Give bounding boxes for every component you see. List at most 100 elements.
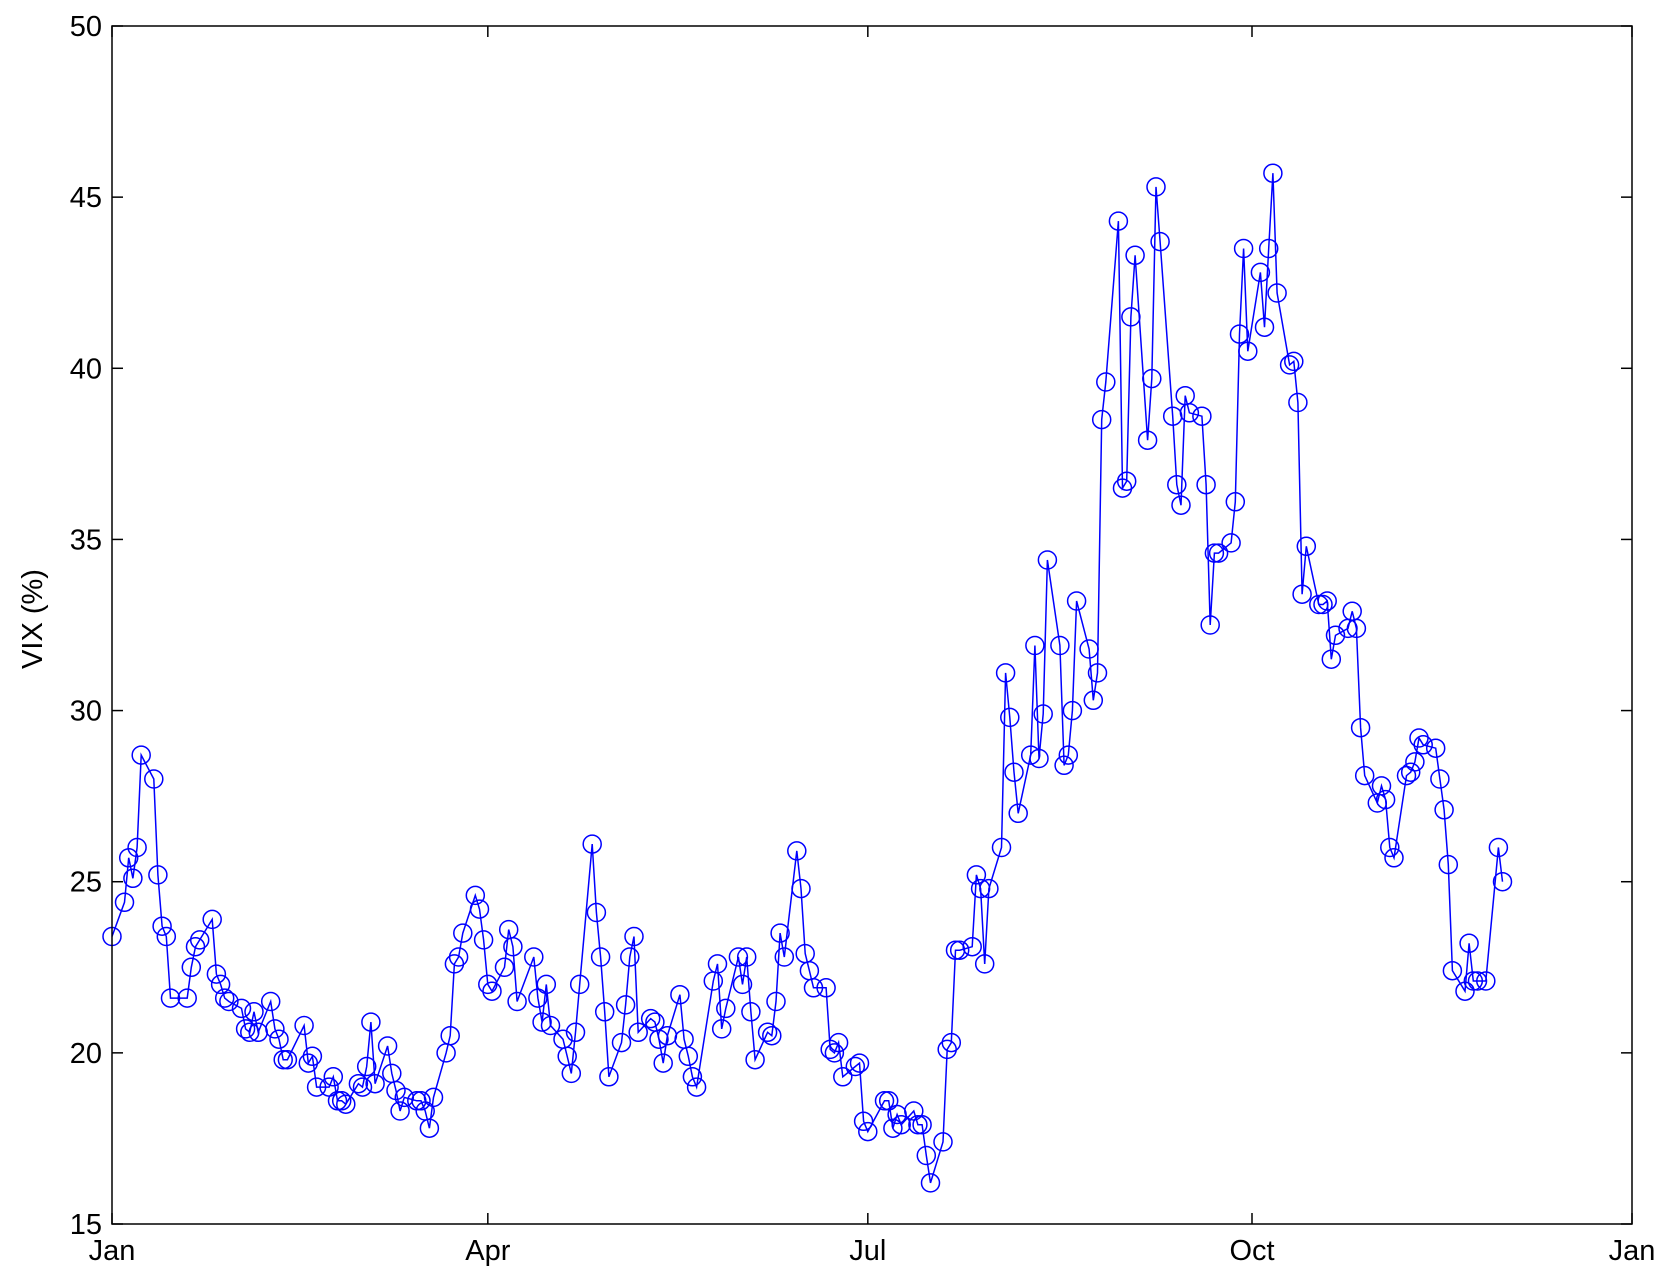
data-point bbox=[1025, 635, 1045, 656]
data-point bbox=[1492, 871, 1513, 892]
data-point bbox=[1221, 533, 1241, 553]
data-point bbox=[891, 1114, 911, 1135]
series-line bbox=[111, 173, 1504, 1184]
data-point bbox=[294, 1015, 314, 1036]
x-tick-label: Jul bbox=[849, 1235, 886, 1267]
data-point bbox=[762, 1025, 782, 1046]
data-point bbox=[411, 1091, 431, 1111]
data-point bbox=[582, 834, 602, 854]
data-point bbox=[540, 1015, 561, 1036]
data-point bbox=[260, 991, 281, 1012]
data-point bbox=[615, 995, 636, 1015]
data-point bbox=[599, 1067, 619, 1087]
data-point bbox=[1137, 430, 1158, 450]
data-point bbox=[1121, 307, 1141, 327]
data-point bbox=[419, 1118, 440, 1138]
data-point bbox=[536, 974, 557, 995]
data-point bbox=[240, 1022, 260, 1043]
data-point bbox=[1434, 800, 1454, 820]
data-point bbox=[210, 974, 231, 995]
plot-area-frame bbox=[111, 25, 1633, 1225]
data-point bbox=[524, 947, 544, 967]
data-point bbox=[365, 1073, 385, 1094]
data-point bbox=[1196, 474, 1216, 495]
data-point bbox=[1354, 765, 1375, 786]
data-point bbox=[1405, 752, 1425, 772]
data-point bbox=[1309, 594, 1329, 615]
data-point bbox=[791, 878, 811, 899]
data-point bbox=[711, 1019, 732, 1039]
data-point bbox=[1037, 550, 1058, 570]
data-point bbox=[1116, 471, 1137, 491]
data-point bbox=[1062, 700, 1083, 721]
data-point bbox=[628, 1022, 648, 1043]
data-point bbox=[148, 865, 168, 885]
data-point bbox=[177, 988, 197, 1008]
data-point bbox=[670, 984, 690, 1005]
y-axis-label: VIX (%) bbox=[17, 569, 49, 669]
data-point bbox=[991, 837, 1012, 858]
data-point bbox=[327, 1091, 348, 1111]
data-point bbox=[874, 1091, 895, 1111]
data-point bbox=[561, 1063, 582, 1084]
data-point bbox=[707, 954, 728, 974]
data-point bbox=[565, 1022, 586, 1043]
data-point bbox=[1033, 704, 1053, 724]
data-point bbox=[1054, 755, 1074, 776]
data-point bbox=[440, 1025, 460, 1046]
data-point bbox=[123, 868, 143, 889]
data-point bbox=[348, 1073, 369, 1094]
data-point bbox=[1108, 211, 1129, 231]
data-point bbox=[941, 1032, 962, 1053]
y-tick-label: 30 bbox=[70, 696, 102, 728]
data-point bbox=[1192, 406, 1212, 426]
data-point bbox=[1238, 341, 1258, 361]
data-point bbox=[1463, 971, 1484, 991]
data-point bbox=[995, 663, 1016, 683]
data-point bbox=[302, 1046, 323, 1067]
data-point bbox=[1375, 789, 1396, 810]
data-point bbox=[503, 936, 523, 957]
data-point bbox=[624, 926, 644, 947]
data-point bbox=[1008, 803, 1028, 824]
data-point bbox=[970, 878, 991, 899]
data-point bbox=[1233, 238, 1254, 259]
data-point bbox=[1413, 735, 1433, 755]
data-point bbox=[1459, 933, 1479, 954]
data-point bbox=[265, 1019, 285, 1039]
data-point bbox=[1267, 283, 1287, 303]
data-point bbox=[716, 998, 736, 1019]
data-point bbox=[974, 954, 995, 974]
data-point bbox=[469, 899, 490, 919]
x-tick-label: Jan bbox=[89, 1235, 136, 1267]
data-point bbox=[849, 1053, 870, 1073]
data-point bbox=[611, 1032, 632, 1053]
data-point bbox=[1284, 351, 1304, 372]
data-point bbox=[586, 902, 607, 923]
data-point bbox=[1229, 324, 1250, 344]
data-point bbox=[160, 988, 181, 1008]
data-point bbox=[189, 930, 210, 950]
data-point bbox=[127, 837, 147, 858]
data-point bbox=[306, 1077, 327, 1097]
data-point bbox=[1317, 591, 1337, 611]
data-point bbox=[356, 1056, 377, 1077]
x-tick-label: Apr bbox=[465, 1235, 510, 1267]
data-point bbox=[361, 1012, 381, 1032]
data-point bbox=[979, 878, 999, 899]
y-tick-label: 40 bbox=[70, 353, 102, 385]
y-tick-label: 25 bbox=[70, 867, 102, 899]
data-point bbox=[131, 745, 151, 765]
data-point bbox=[920, 1173, 941, 1193]
data-point bbox=[594, 1002, 615, 1022]
data-point bbox=[181, 957, 202, 978]
data-point bbox=[1050, 635, 1070, 656]
data-point bbox=[1200, 615, 1220, 635]
data-point bbox=[1000, 707, 1020, 728]
data-point bbox=[816, 978, 836, 998]
data-point bbox=[649, 1029, 669, 1049]
data-point bbox=[728, 947, 749, 967]
data-point bbox=[766, 991, 786, 1012]
data-point bbox=[1171, 495, 1191, 515]
data-point bbox=[390, 1101, 410, 1121]
